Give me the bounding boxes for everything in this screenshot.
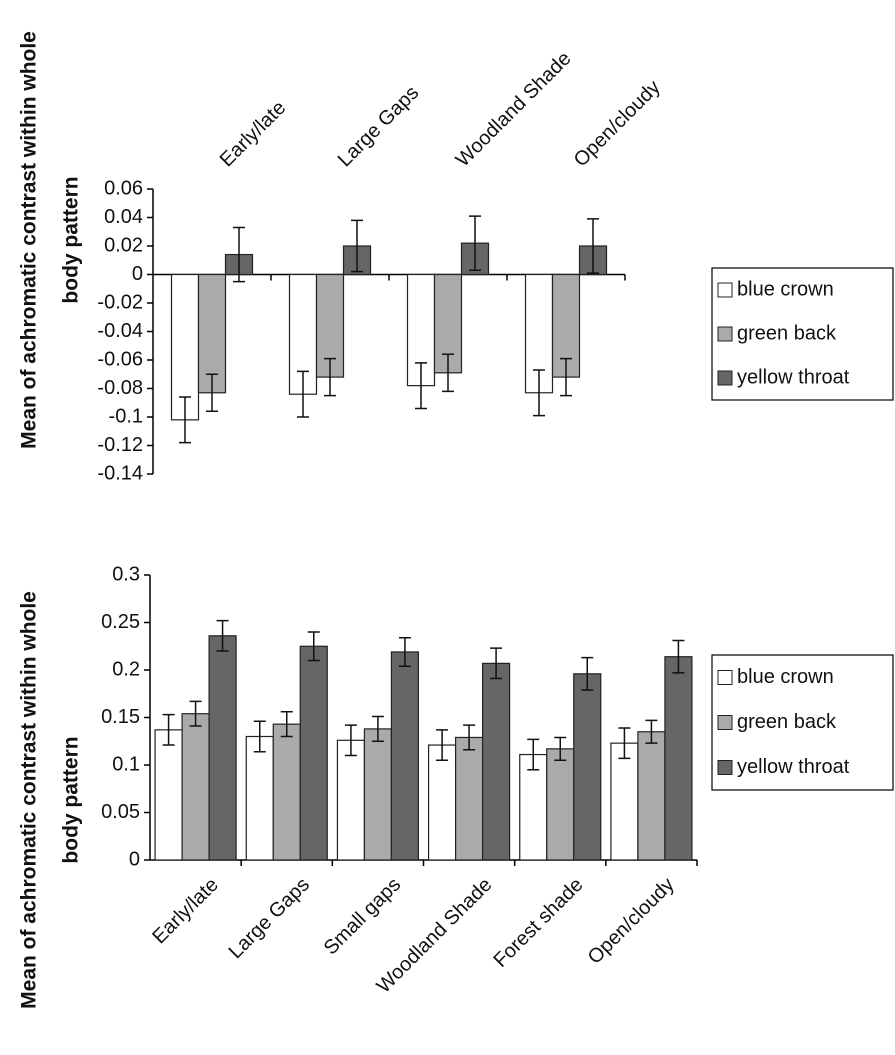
y-tick-label: 0.04 bbox=[104, 206, 143, 228]
legend-label: yellow throat bbox=[737, 756, 850, 778]
x-tick-label: Large Gaps bbox=[225, 874, 314, 963]
y-tick-label: -0.06 bbox=[97, 348, 143, 370]
error-bar bbox=[463, 724, 476, 751]
bar bbox=[390, 651, 420, 861]
y-tick-label: -0.1 bbox=[109, 405, 143, 427]
error-bar bbox=[189, 700, 202, 727]
error-bar bbox=[672, 639, 685, 674]
legend-box bbox=[711, 267, 894, 401]
error-bar bbox=[206, 373, 218, 413]
error-bar bbox=[533, 369, 545, 417]
error-bar bbox=[581, 656, 594, 691]
error-bar bbox=[179, 396, 191, 444]
error-bar bbox=[344, 724, 357, 757]
bar bbox=[427, 744, 457, 861]
error-bar bbox=[560, 357, 572, 397]
error-bar bbox=[307, 631, 320, 662]
bar bbox=[610, 742, 639, 861]
y-tick-label: 0.3 bbox=[112, 563, 140, 585]
bar bbox=[481, 662, 511, 861]
y-tick-label: -0.02 bbox=[97, 291, 143, 313]
y-tick-label: 0.02 bbox=[104, 234, 143, 256]
bar bbox=[245, 735, 274, 861]
error-bar bbox=[469, 215, 481, 271]
x-tick-label: Small gaps bbox=[320, 874, 406, 960]
y-tick-label: 0 bbox=[129, 848, 140, 870]
error-bar bbox=[351, 219, 363, 273]
x-tick-label: Early/late bbox=[148, 874, 223, 949]
y-axis-label: body pattern bbox=[60, 176, 83, 303]
legend-box bbox=[711, 654, 894, 791]
error-bar bbox=[436, 729, 449, 761]
error-bar bbox=[442, 353, 454, 393]
bar bbox=[170, 273, 200, 421]
y-axis-label: Mean of achromatic contrast within whole bbox=[18, 591, 41, 1009]
legend-label: yellow throat bbox=[737, 366, 850, 388]
error-bar bbox=[253, 720, 266, 753]
x-tick-label: Early/late bbox=[216, 97, 291, 172]
y-tick-label: -0.14 bbox=[97, 462, 143, 484]
bar bbox=[363, 728, 393, 861]
error-bar bbox=[280, 711, 293, 738]
error-bar bbox=[371, 715, 384, 742]
legend-swatch bbox=[717, 370, 733, 386]
y-tick-label: -0.04 bbox=[97, 320, 143, 342]
error-bar bbox=[527, 738, 540, 771]
bar bbox=[573, 673, 602, 861]
error-bar bbox=[490, 647, 503, 680]
legend-swatch bbox=[717, 760, 733, 775]
bar bbox=[546, 748, 575, 861]
x-tick-label: Woodland Shade bbox=[452, 47, 576, 171]
bar bbox=[454, 736, 484, 861]
bar bbox=[299, 645, 328, 861]
y-tick-label: 0.2 bbox=[112, 658, 140, 680]
legend-label: blue crown bbox=[737, 666, 834, 688]
bar bbox=[208, 635, 237, 861]
error-bar bbox=[398, 636, 411, 667]
y-tick-label: 0.25 bbox=[101, 611, 140, 633]
y-tick-label: 0 bbox=[132, 263, 143, 285]
error-bar bbox=[415, 362, 427, 410]
y-tick-label: 0.05 bbox=[101, 801, 140, 823]
y-tick-label: -0.08 bbox=[97, 377, 143, 399]
legend-swatch bbox=[717, 326, 733, 342]
y-tick-label: 0.1 bbox=[112, 753, 140, 775]
error-bar bbox=[554, 736, 567, 761]
legend-swatch bbox=[717, 715, 733, 730]
legend-swatch bbox=[717, 670, 733, 685]
error-bar bbox=[297, 370, 309, 418]
bar bbox=[154, 729, 183, 861]
error-bar bbox=[645, 719, 658, 744]
error-bar bbox=[587, 218, 599, 274]
bar bbox=[336, 739, 366, 861]
legend-label: green back bbox=[737, 711, 837, 733]
legend-swatch bbox=[717, 282, 733, 298]
x-tick-label: Forest shade bbox=[489, 874, 587, 972]
y-tick-label: 0.06 bbox=[104, 177, 143, 199]
y-tick-label: 0.15 bbox=[101, 706, 140, 728]
x-tick-label: Large Gaps bbox=[334, 82, 423, 171]
legend-label: green back bbox=[737, 322, 837, 344]
bar bbox=[181, 713, 210, 861]
legend-label: blue crown bbox=[737, 278, 834, 300]
error-bar bbox=[618, 727, 631, 760]
bar bbox=[664, 656, 693, 861]
y-tick-label: -0.12 bbox=[97, 434, 143, 456]
error-bar bbox=[324, 357, 336, 397]
error-bar bbox=[216, 619, 229, 652]
y-axis-label: Mean of achromatic contrast within whole bbox=[18, 31, 41, 449]
x-tick-label: Open/cloudy bbox=[584, 874, 679, 969]
y-axis-label: body pattern bbox=[60, 736, 83, 863]
bar bbox=[637, 731, 666, 861]
error-bar bbox=[233, 226, 245, 283]
error-bar bbox=[162, 713, 175, 746]
x-tick-label: Open/cloudy bbox=[570, 76, 665, 171]
bar bbox=[272, 723, 301, 861]
